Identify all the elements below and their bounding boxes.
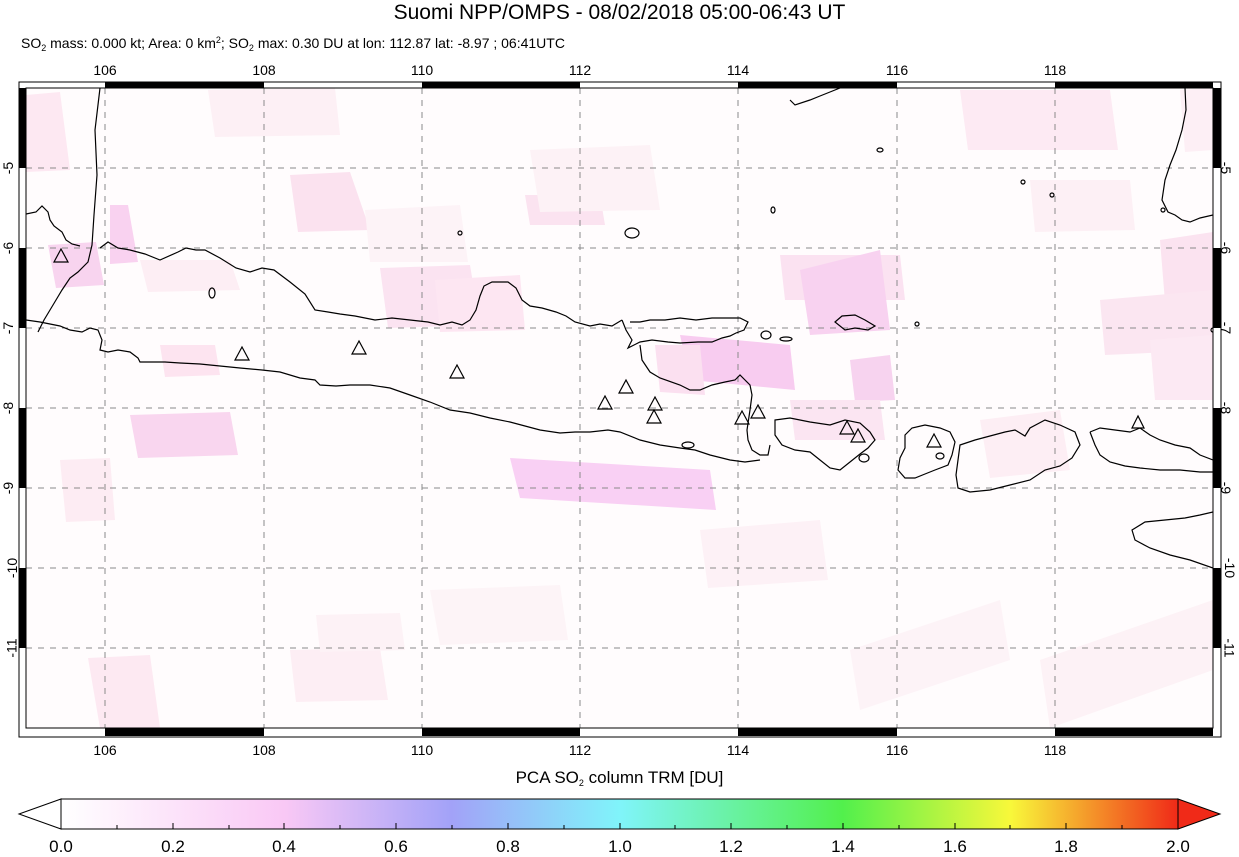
lon-label-bottom: 118 [1043, 742, 1067, 758]
lon-label-top: 116 [885, 62, 909, 78]
volcano-triangle-icon [1131, 414, 1145, 429]
volcano-triangle-icon [350, 339, 368, 355]
volcano-triangle-icon [617, 378, 635, 394]
colorbar-label: 0.6 [384, 837, 408, 856]
coast-sulawesi [1161, 88, 1213, 223]
coast-madura [621, 317, 749, 350]
colorbar-label: 0.0 [49, 837, 73, 856]
lon-label-bottom: 110 [410, 742, 434, 758]
lon-label-top: 108 [252, 62, 276, 78]
coast-east-java-east [639, 344, 771, 456]
volcano-triangle-icon [838, 419, 856, 435]
colorbar-label: 1.0 [608, 837, 632, 856]
volcano-triangle-icon [233, 345, 251, 361]
lon-label-top: 118 [1043, 62, 1067, 78]
volcano-triangle-icon [849, 427, 867, 443]
coast-sumbawa [955, 419, 1081, 493]
volcano-triangle-icon [749, 403, 767, 419]
coast-kalimantan [789, 88, 841, 106]
lon-label-top: 112 [568, 62, 592, 78]
lon-label-bottom: 112 [568, 742, 592, 758]
coast-sumatra [37, 88, 101, 333]
colorbar-label: 0.8 [496, 837, 520, 856]
volcano-triangle-icon [925, 432, 943, 448]
coast-java-south [26, 319, 761, 463]
lon-label-top: 114 [726, 62, 750, 78]
colorbar-label: 1.2 [719, 837, 743, 856]
colorbar [17, 798, 1222, 830]
lon-label-bottom: 106 [93, 742, 117, 758]
colorbar-min-arrow [17, 798, 62, 830]
volcano-markers [52, 247, 1145, 448]
colorbar-title: PCA SO2 column TRM [DU] [515, 768, 724, 788]
volcano-triangle-icon [596, 394, 614, 410]
colorbar-label: 0.2 [161, 837, 185, 856]
colorbar-label: 1.6 [943, 837, 967, 856]
coastlines [26, 88, 1213, 569]
colorbar-label: 0.4 [272, 837, 296, 856]
coast-kangean [834, 314, 877, 331]
lon-label-top: 110 [410, 62, 434, 78]
lon-label-bottom: 116 [885, 742, 909, 758]
volcano-triangle-icon [52, 247, 70, 263]
graticule [26, 88, 1213, 728]
volcano-triangle-icon [646, 395, 664, 411]
coast-sumba [1131, 511, 1213, 569]
coast-bali [774, 417, 876, 471]
coast-lombok [897, 424, 956, 479]
map-frame [18, 81, 1222, 738]
lon-label-top: 106 [93, 62, 117, 78]
colorbar-label: 2.0 [1166, 837, 1190, 856]
lon-label-bottom: 114 [726, 742, 750, 758]
colorbar-max-arrow [1177, 798, 1222, 830]
volcano-triangle-icon [448, 363, 466, 379]
volcano-triangle-icon [645, 408, 663, 424]
coast-sumatra-bay [26, 205, 81, 247]
so2-summary: SO2 mass: 0.000 kt; Area: 0 km2; SO2 max… [21, 35, 565, 53]
colorbar-label: 1.4 [831, 837, 855, 856]
lon-label-bottom: 108 [252, 742, 276, 758]
volcano-triangle-icon [733, 409, 751, 425]
colorbar-label: 1.8 [1054, 837, 1078, 856]
map-title: Suomi NPP/OMPS - 08/02/2018 05:00-06:43 … [393, 1, 846, 24]
coast-java-north [99, 241, 623, 327]
coast-flores-north [1089, 427, 1213, 461]
coast-flores-south [1089, 431, 1213, 473]
